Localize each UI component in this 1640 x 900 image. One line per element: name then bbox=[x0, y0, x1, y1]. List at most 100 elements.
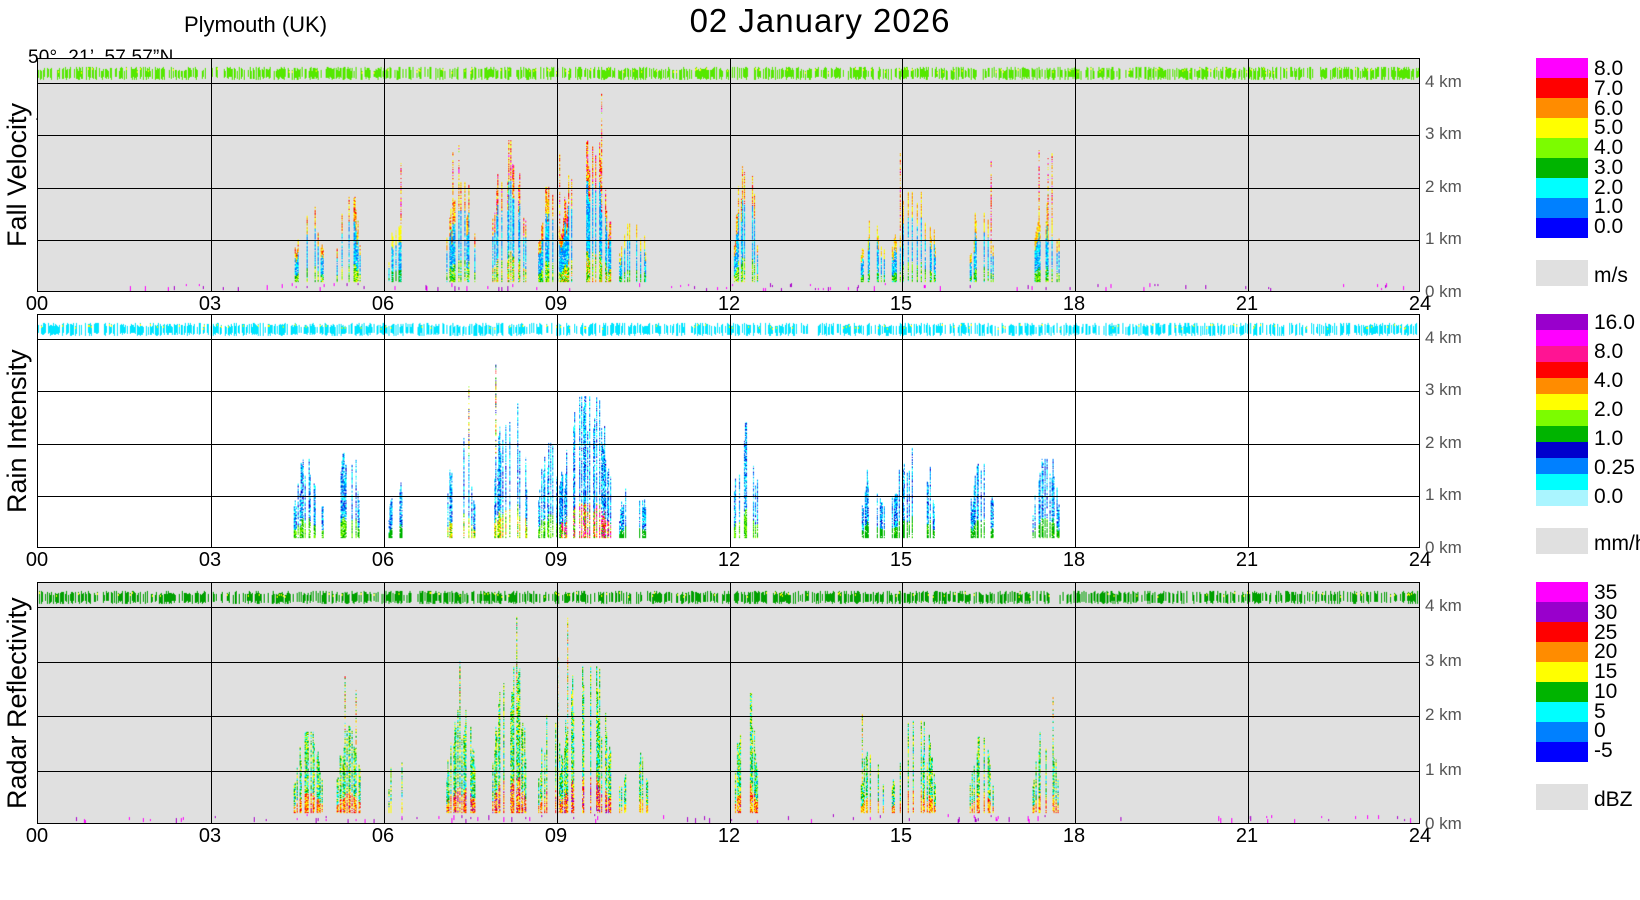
colorbar-rain-intensity: 16.0 8.0 4.0 2.0 1.0 0.25 0.0 mm/h bbox=[1536, 311, 1640, 576]
colorbar-band bbox=[1536, 642, 1588, 662]
radar-field-radar-reflectivity bbox=[38, 583, 1419, 823]
colorbar-label: 5 bbox=[1594, 700, 1606, 723]
ytick-1-km: 1 km bbox=[1425, 229, 1462, 248]
ytick-0-km: 0 km bbox=[1425, 282, 1462, 301]
ytick-labels-fall-velocity: 0 km 1 km 2 km 3 km 4 km bbox=[1423, 58, 1483, 301]
colorbar-label: 16.0 bbox=[1594, 311, 1635, 334]
ytick-3-km: 3 km bbox=[1425, 124, 1462, 143]
radar-field-fall-velocity bbox=[38, 59, 1419, 291]
xtick-18: 18 bbox=[1062, 293, 1086, 315]
colorbar-label: 4.0 bbox=[1594, 136, 1624, 159]
plot-area-rain-intensity[interactable] bbox=[37, 314, 1420, 548]
colorbar-band bbox=[1536, 378, 1588, 394]
colorbar-label: 2.0 bbox=[1594, 398, 1624, 421]
colorbar-band bbox=[1536, 346, 1588, 362]
xtick-21: 21 bbox=[1235, 549, 1259, 571]
colorbar-band bbox=[1536, 158, 1588, 178]
xtick-24: 24 bbox=[1408, 825, 1432, 847]
colorbar-band bbox=[1536, 138, 1588, 158]
colorbar-band bbox=[1536, 602, 1588, 622]
xtick-12: 12 bbox=[717, 293, 741, 315]
plot-area-radar-reflectivity[interactable] bbox=[37, 582, 1420, 824]
colorbar-label: 0.0 bbox=[1594, 485, 1624, 508]
xtick-15: 15 bbox=[889, 549, 913, 571]
colorbar-band bbox=[1536, 702, 1588, 722]
ytick-1-km: 1 km bbox=[1425, 485, 1462, 504]
colorbar-unit-rain-intensity: mm/h bbox=[1594, 532, 1640, 555]
ytick-4-km: 4 km bbox=[1425, 328, 1462, 347]
colorbar-label: 10 bbox=[1594, 680, 1618, 703]
colorbar-label: 5.0 bbox=[1594, 116, 1624, 139]
colorbar-label: 8.0 bbox=[1594, 340, 1624, 363]
colorbar-band bbox=[1536, 178, 1588, 198]
colorbar-label: 0.25 bbox=[1594, 456, 1635, 479]
xtick-12: 12 bbox=[717, 825, 741, 847]
colorbar-band bbox=[1536, 330, 1588, 346]
colorbar-label: 35 bbox=[1594, 581, 1618, 604]
xtick-09: 09 bbox=[544, 825, 568, 847]
colorbar-band bbox=[1536, 426, 1588, 442]
colorbar-band bbox=[1536, 442, 1588, 458]
ytick-0-km: 0 km bbox=[1425, 814, 1462, 833]
colorbar-label: 1.0 bbox=[1594, 195, 1624, 218]
panel-ylabel-radar-reflectivity: Radar Reflectivity bbox=[2, 597, 32, 809]
colorbar-label: 25 bbox=[1594, 621, 1618, 644]
page-title-text: 02 January 2026 bbox=[689, 2, 951, 39]
colorbar-label: 6.0 bbox=[1594, 97, 1624, 120]
xtick-labels-radar-reflectivity: 00 03 06 09 12 15 18 21 24 bbox=[26, 825, 1431, 849]
xtick-18: 18 bbox=[1062, 549, 1086, 571]
xtick-15: 15 bbox=[889, 293, 913, 315]
colorbar-fall-velocity: 8.0 7.0 6.0 5.0 4.0 3.0 2.0 1.0 0.0 m/s bbox=[1536, 57, 1636, 308]
colorbar-label: 20 bbox=[1594, 640, 1618, 663]
xtick-00: 00 bbox=[25, 293, 49, 315]
colorbar-label: 15 bbox=[1594, 660, 1618, 683]
colorbar-band bbox=[1536, 458, 1588, 474]
colorbar-label: 0.0 bbox=[1594, 215, 1624, 238]
colorbar-band bbox=[1536, 314, 1588, 330]
xtick-24: 24 bbox=[1408, 549, 1432, 571]
xtick-00: 00 bbox=[25, 825, 49, 847]
colorbar-labels-rain-intensity: 16.0 8.0 4.0 2.0 1.0 0.25 0.0 bbox=[1594, 311, 1640, 508]
xtick-18: 18 bbox=[1062, 825, 1086, 847]
xtick-labels-fall-velocity: 00 03 06 09 12 15 18 21 24 bbox=[26, 293, 1431, 317]
xtick-09: 09 bbox=[544, 549, 568, 571]
colorbar-band bbox=[1536, 98, 1588, 118]
ytick-2-km: 2 km bbox=[1425, 177, 1462, 196]
colorbar-radar-reflectivity: 35 30 25 20 15 10 5 0 -5 dBZ bbox=[1536, 581, 1636, 832]
colorbar-band bbox=[1536, 58, 1588, 78]
colorbar-labels-fall-velocity: 8.0 7.0 6.0 5.0 4.0 3.0 2.0 1.0 0.0 bbox=[1594, 57, 1640, 238]
colorbar-band bbox=[1536, 394, 1588, 410]
xtick-24: 24 bbox=[1408, 293, 1432, 315]
colorbar-strip-radar-reflectivity bbox=[1536, 582, 1588, 762]
xtick-labels-rain-intensity: 00 03 06 09 12 15 18 21 24 bbox=[26, 549, 1431, 573]
page-title: 02 January 2026 bbox=[0, 2, 1640, 40]
ytick-2-km: 2 km bbox=[1425, 705, 1462, 724]
plot-area-fall-velocity[interactable] bbox=[37, 58, 1420, 292]
colorbar-label: 2.0 bbox=[1594, 176, 1624, 199]
colorbar-label: 1.0 bbox=[1594, 427, 1624, 450]
xtick-03: 03 bbox=[198, 825, 222, 847]
colorbar-band bbox=[1536, 722, 1588, 742]
colorbar-band bbox=[1536, 662, 1588, 682]
ytick-0-km: 0 km bbox=[1425, 538, 1462, 557]
colorbar-band bbox=[1536, 410, 1588, 426]
colorbar-band bbox=[1536, 582, 1588, 602]
ytick-1-km: 1 km bbox=[1425, 760, 1462, 779]
colorbar-nodata-swatch bbox=[1536, 528, 1588, 554]
ytick-labels-rain-intensity: 0 km 1 km 2 km 3 km 4 km bbox=[1423, 314, 1483, 557]
colorbar-label: 3.0 bbox=[1594, 156, 1624, 179]
xtick-06: 06 bbox=[371, 825, 395, 847]
colorbar-label: 30 bbox=[1594, 601, 1618, 624]
colorbar-band bbox=[1536, 218, 1588, 238]
colorbar-band bbox=[1536, 622, 1588, 642]
colorbar-label: 4.0 bbox=[1594, 369, 1624, 392]
radar-field-rain-intensity bbox=[38, 315, 1419, 547]
xtick-12: 12 bbox=[717, 549, 741, 571]
xtick-21: 21 bbox=[1235, 293, 1259, 315]
ytick-4-km: 4 km bbox=[1425, 596, 1462, 615]
colorbar-nodata-swatch bbox=[1536, 784, 1588, 810]
xtick-06: 06 bbox=[371, 293, 395, 315]
ytick-4-km: 4 km bbox=[1425, 72, 1462, 91]
xtick-00: 00 bbox=[25, 549, 49, 571]
